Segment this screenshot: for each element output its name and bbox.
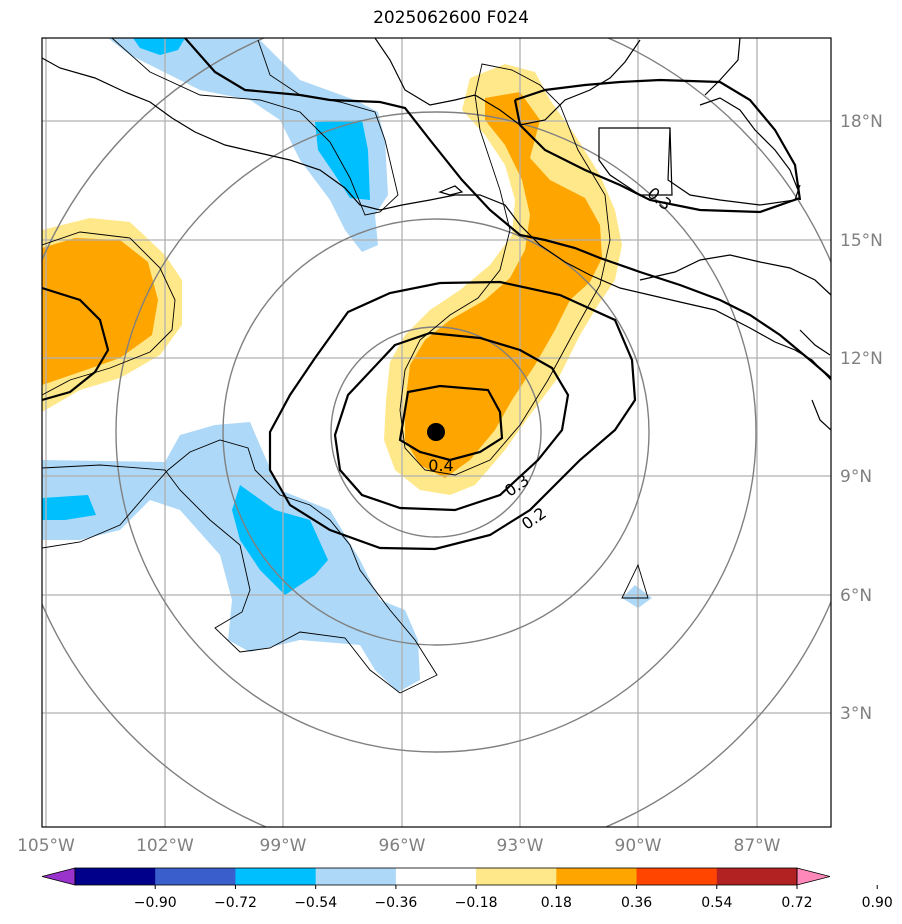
graticule	[42, 38, 831, 827]
contour-label-0p3: 0.3	[501, 470, 533, 500]
lon-tick: 96°W	[379, 836, 426, 856]
colorbar-segment	[75, 868, 156, 885]
colorbar-extend-high	[796, 867, 831, 886]
lon-tick: 102°W	[136, 836, 194, 856]
colorbar-tick-label: −0.36	[374, 895, 417, 911]
map-title: 2025062600 F024	[373, 8, 529, 28]
colorbar-tick-label: −0.72	[214, 895, 257, 911]
contour-label-0p2: 0.2	[518, 503, 550, 533]
longitude-ticks: 105°W 102°W 99°W 96°W 93°W 90°W 87°W	[17, 836, 781, 856]
colorbar-tick-label: 0.18	[541, 895, 572, 911]
colorbar-frame	[74, 867, 798, 886]
map-area: 0.4 0.3 0.2 0.3	[42, 38, 831, 827]
lon-tick: 90°W	[615, 836, 662, 856]
colorbar: −0.90 −0.72 −0.54 −0.36 −0.18 0.18 0.36 0.54 0.7…	[41, 867, 893, 911]
coastlines	[42, 38, 831, 431]
negative-anomaly-shading	[42, 38, 652, 692]
colorbar-segment	[556, 868, 638, 885]
colorbar-tick-label: −0.18	[455, 895, 498, 911]
contour-label-0p4: 0.4	[428, 456, 453, 475]
colorbar-segment	[395, 868, 477, 885]
lat-tick: 6°N	[840, 586, 872, 606]
colorbar-tick-label: 0.72	[781, 895, 812, 911]
colorbar-segment	[235, 868, 317, 885]
lon-tick: 93°W	[497, 836, 544, 856]
colorbar-segment	[636, 868, 718, 885]
colorbar-segment	[155, 868, 236, 885]
lat-tick: 9°N	[840, 467, 872, 487]
map-frame	[41, 37, 832, 828]
colorbar-extend-low	[41, 867, 76, 886]
lat-tick: 18°N	[840, 112, 883, 132]
colorbar-tick-label: 0.36	[621, 895, 652, 911]
colorbar-tick-label: −0.90	[134, 895, 177, 911]
lon-tick: 105°W	[17, 836, 75, 856]
colorbar-tick-label: 0.54	[701, 895, 732, 911]
colorbar-segment	[476, 868, 557, 885]
bold-contours	[42, 38, 831, 551]
lon-tick: 99°W	[260, 836, 307, 856]
colorbar-segment	[716, 868, 798, 885]
storm-center-dot	[427, 423, 445, 441]
contour-label-0p3-north: 0.3	[644, 183, 676, 214]
lon-tick: 87°W	[734, 836, 781, 856]
lat-tick: 3°N	[840, 704, 872, 724]
colorbar-segment	[315, 868, 397, 885]
latitude-ticks: 18°N 15°N 12°N 9°N 6°N 3°N	[840, 112, 883, 724]
lat-tick: 15°N	[840, 231, 883, 251]
colorbar-tick-label: 0.90	[862, 895, 893, 911]
lat-tick: 12°N	[840, 349, 883, 369]
colorbar-tick-label: −0.54	[294, 895, 337, 911]
